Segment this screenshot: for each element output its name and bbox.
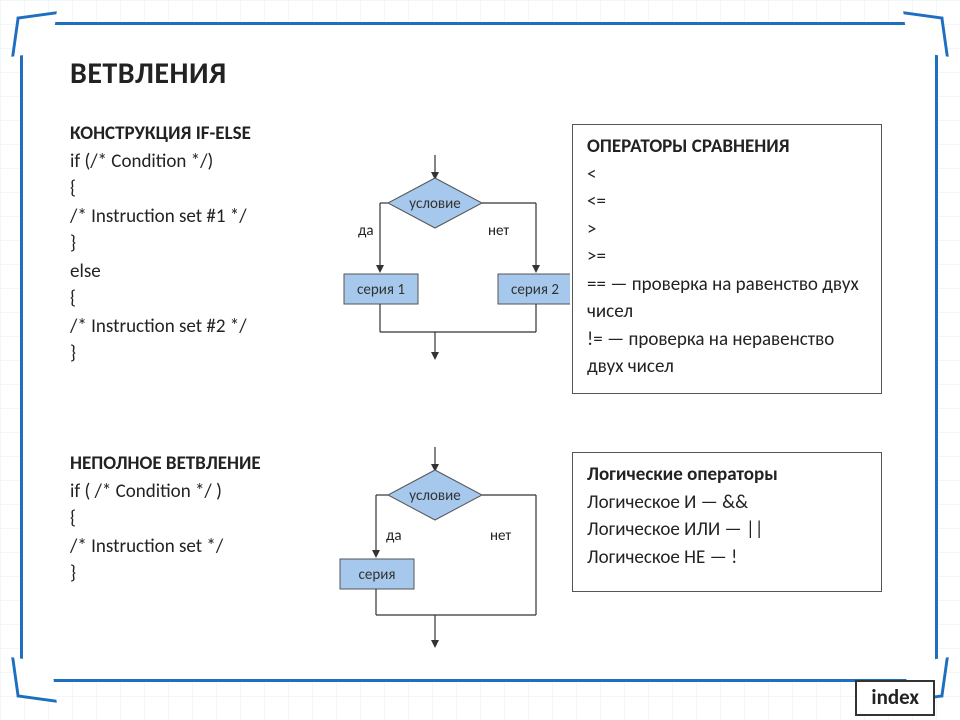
operator-line: <= <box>587 188 867 216</box>
code-line: if (/* Condition */) <box>70 148 330 176</box>
index-button[interactable]: index <box>855 680 935 716</box>
code-line: else <box>70 258 330 286</box>
logical-operators-box: Логические операторы Логическое И — && Л… <box>572 452 882 592</box>
operator-line: Логическое И — && <box>587 489 867 517</box>
code-line: } <box>70 560 330 588</box>
flowchart-if-else: условие да серия 1 нет серия 2 <box>330 150 570 365</box>
operator-line: >= <box>587 243 867 271</box>
code-line: } <box>70 340 330 368</box>
operator-line: Логическое НЕ — ! <box>587 544 867 572</box>
operator-line: != — проверка на неравенство двух чисел <box>587 326 867 381</box>
flow-edge-label: да <box>358 222 374 240</box>
frame-corner <box>11 11 57 57</box>
operator-line: Логическое ИЛИ — || <box>587 516 867 544</box>
flow-edge-label: нет <box>488 222 509 240</box>
flow-node-label: серия 1 <box>357 281 405 299</box>
box-heading: ОПЕРАТОРЫ СРАВНЕНИЯ <box>587 133 867 161</box>
flow-edge-label: да <box>386 527 402 545</box>
code-line: /* Instruction set #2 */ <box>70 313 330 341</box>
box-heading: Логические операторы <box>587 461 867 489</box>
flow-node-label: серия 2 <box>511 281 559 299</box>
flow-node-label: серия <box>359 566 396 584</box>
code-line: /* Instruction set #1 */ <box>70 203 330 231</box>
flow-edge-label: нет <box>490 527 511 545</box>
flow-node-label: условие <box>409 487 460 505</box>
operator-line: < <box>587 161 867 189</box>
code-line: if ( /* Condition */ ) <box>70 478 330 506</box>
code-line: { <box>70 505 330 533</box>
code-line: } <box>70 230 330 258</box>
code-line: /* Instruction set */ <box>70 533 330 561</box>
page-title: ВЕТВЛЕНИЯ <box>70 55 227 92</box>
code-if-incomplete: НЕПОЛНОЕ ВЕТВЛЕНИЕ if ( /* Condition */ … <box>70 450 330 588</box>
comparison-operators-box: ОПЕРАТОРЫ СРАВНЕНИЯ < <= > >= == — прове… <box>572 124 882 394</box>
code-line: { <box>70 175 330 203</box>
operator-line: == — проверка на равенство двух чисел <box>587 271 867 326</box>
flow-node-label: условие <box>409 195 460 213</box>
frame-corner <box>11 657 57 703</box>
frame-corner <box>903 11 949 57</box>
operator-line: > <box>587 216 867 244</box>
code-line: { <box>70 285 330 313</box>
code-if-else: КОНСТРУКЦИЯ IF-ELSE if (/* Condition */)… <box>70 120 330 368</box>
code-heading: НЕПОЛНОЕ ВЕТВЛЕНИЕ <box>70 450 330 478</box>
code-heading: КОНСТРУКЦИЯ IF-ELSE <box>70 120 330 148</box>
flowchart-if: условие да серия нет <box>330 445 570 655</box>
